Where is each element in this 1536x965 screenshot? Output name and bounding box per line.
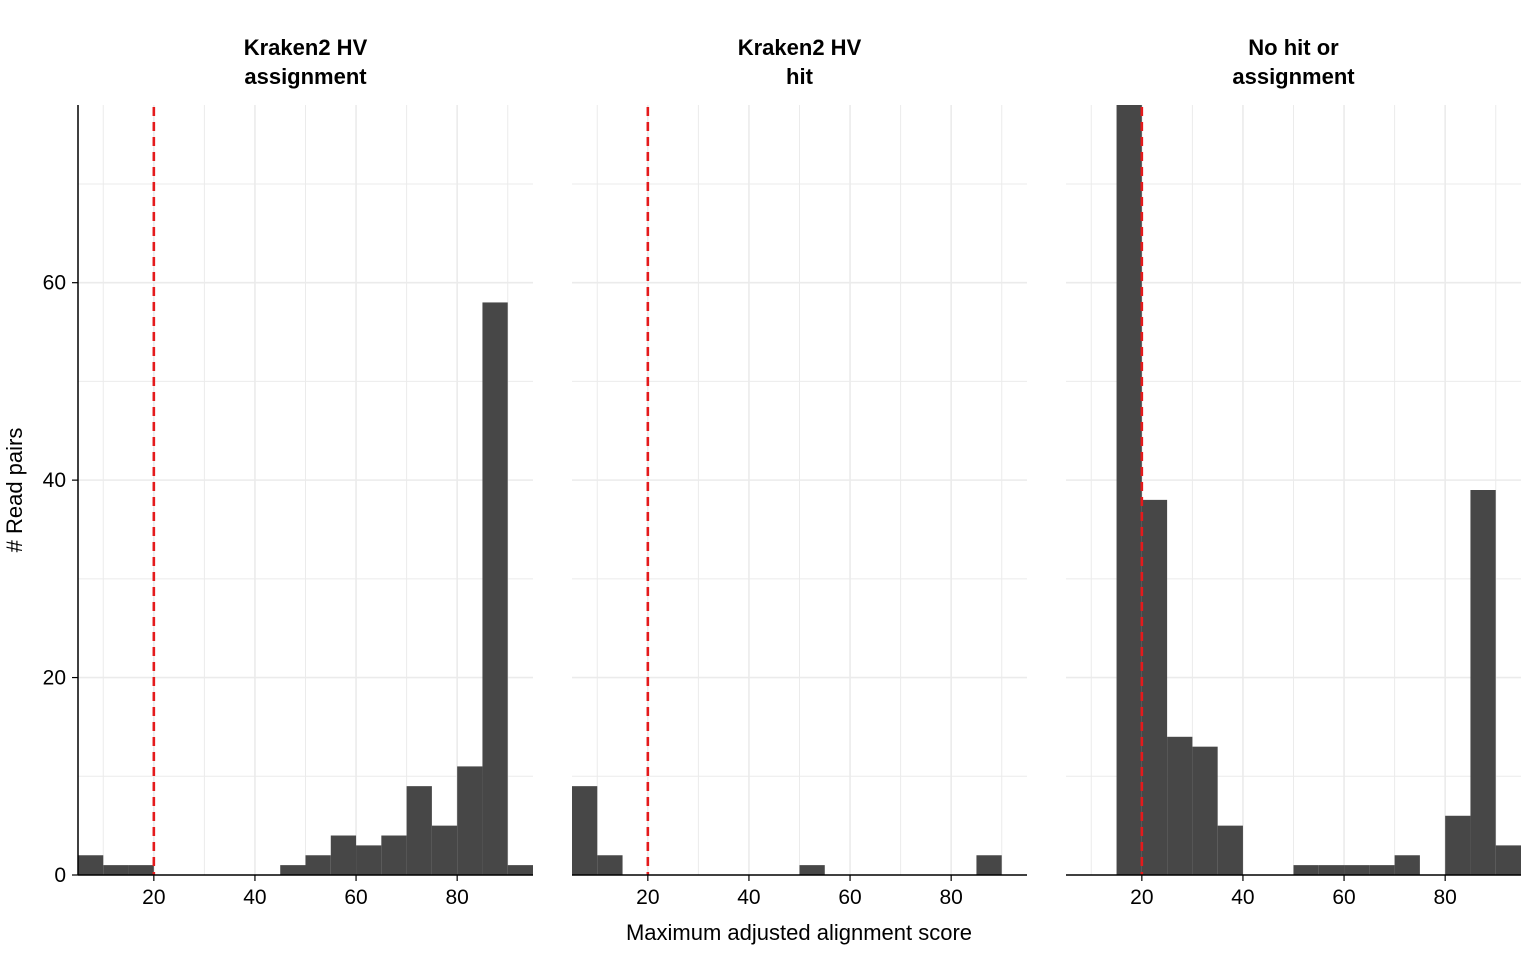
panel-title-line: No hit or <box>1248 35 1339 60</box>
histogram-bar <box>572 786 598 875</box>
panel-grid <box>572 105 1027 875</box>
histogram-bar <box>482 302 508 875</box>
histogram-bar <box>1495 845 1521 875</box>
histogram-bar <box>1141 499 1168 875</box>
histogram-bar <box>406 786 432 875</box>
y-tick-label: 60 <box>43 272 66 295</box>
y-tick-label: 40 <box>43 469 66 492</box>
panel-2: 20 40 60 80 Kraken2 HV hit <box>572 35 1027 909</box>
histogram-bar <box>431 825 458 875</box>
x-tick-label: 80 <box>445 886 468 909</box>
histogram-bar <box>457 766 483 875</box>
histogram-bar <box>1293 865 1319 875</box>
x-tick-label: 40 <box>737 886 760 909</box>
x-tick-label: 80 <box>939 886 962 909</box>
histogram-bar <box>78 855 104 875</box>
panel-grid <box>78 105 533 875</box>
panels-group: 20 40 60 80 Kraken2 HV assignment 20 40 60 80 Krak… <box>78 35 1521 909</box>
panel-3: 20 40 60 80 No hit or assignment <box>1066 35 1521 909</box>
panel-title-line: hit <box>786 64 814 89</box>
histogram-bar <box>1217 825 1243 875</box>
y-tick-label: 0 <box>54 864 66 887</box>
panel-bars <box>572 786 1002 875</box>
panel-title: No hit or assignment <box>1232 35 1355 89</box>
panel-1: 20 40 60 80 Kraken2 HV assignment <box>78 35 533 909</box>
histogram-bar <box>280 865 306 875</box>
panel-title: Kraken2 HV hit <box>738 35 862 89</box>
histogram-bar <box>976 855 1002 875</box>
x-axis-title: Maximum adjusted alignment score <box>626 920 972 945</box>
x-tick-label: 60 <box>1332 886 1355 909</box>
histogram-bar <box>381 835 407 875</box>
x-tick-label: 20 <box>142 886 165 909</box>
histogram-bar <box>330 835 357 875</box>
y-axis-title: # Read pairs <box>2 428 27 553</box>
panel-bars <box>1116 105 1521 875</box>
x-tick-label: 20 <box>636 886 659 909</box>
x-tick-label: 80 <box>1433 886 1456 909</box>
histogram-bar <box>305 855 331 875</box>
panel-bars <box>78 302 533 875</box>
panel-title-line: assignment <box>1232 64 1355 89</box>
x-tick-label: 40 <box>1231 886 1254 909</box>
histogram-bar <box>507 865 533 875</box>
histogram-bar <box>799 865 825 875</box>
histogram-bar <box>356 845 382 875</box>
histogram-bar <box>103 865 129 875</box>
histogram-bar <box>1116 105 1142 875</box>
x-tick-label: 40 <box>243 886 266 909</box>
x-tick-label: 20 <box>1130 886 1153 909</box>
histogram-bar <box>1445 815 1471 875</box>
panel-title-line: Kraken2 HV <box>244 35 368 60</box>
histogram-bar <box>1470 490 1496 875</box>
histogram-bar <box>128 865 154 875</box>
y-axis: 0 20 40 60 <box>43 105 79 887</box>
histogram-bar <box>1394 855 1420 875</box>
y-tick-label: 20 <box>43 667 66 690</box>
histogram-bar <box>597 855 623 875</box>
panel-title: Kraken2 HV assignment <box>244 35 368 89</box>
histogram-bar <box>1369 865 1395 875</box>
histogram-bar <box>1167 736 1193 875</box>
histogram-bar <box>1192 746 1218 875</box>
histogram-bar <box>1318 865 1345 875</box>
histogram-bar <box>1344 865 1370 875</box>
panel-title-line: assignment <box>244 64 367 89</box>
x-tick-label: 60 <box>838 886 861 909</box>
x-tick-label: 60 <box>344 886 367 909</box>
panel-title-line: Kraken2 HV <box>738 35 862 60</box>
